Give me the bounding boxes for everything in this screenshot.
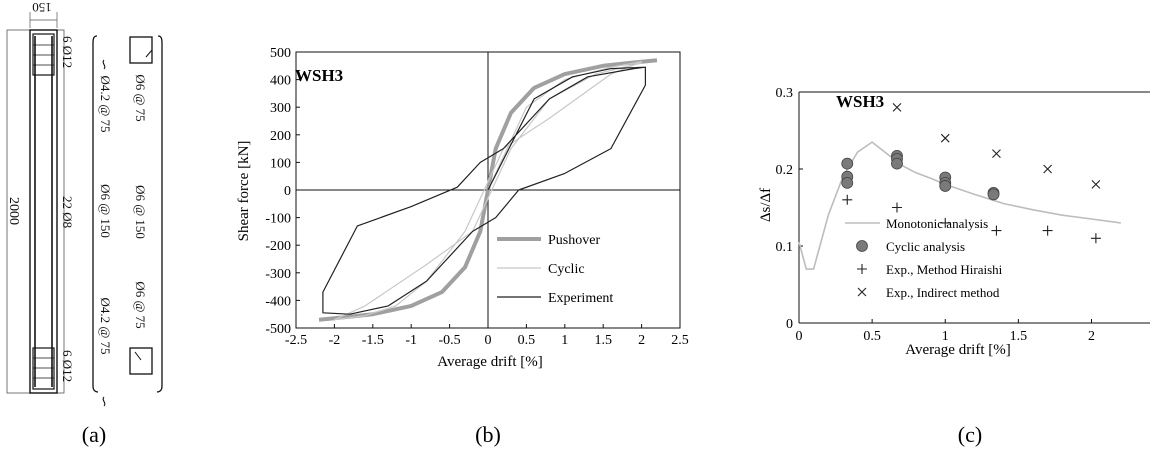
chart-c-point-exp-method-hiraishi bbox=[940, 217, 951, 228]
chart-c-xlabel: Average drift [%] bbox=[905, 342, 1011, 358]
chart-b-series-cyclic bbox=[333, 61, 643, 321]
chart-b-xtick-label: 2.5 bbox=[671, 333, 689, 348]
chart-c-legend-label: Exp., Indirect method bbox=[886, 285, 1000, 300]
chart-b-ytick-label: -400 bbox=[265, 294, 291, 309]
stirrup-left-outline bbox=[92, 35, 99, 393]
chart-c-legend-label: Monotonic analysis bbox=[886, 216, 988, 231]
chart-c-xtick-label: 2 bbox=[1088, 329, 1095, 344]
chart-c-title: WSH3 bbox=[836, 92, 884, 111]
tie-bottom-label: Ø4.2 @ 75 bbox=[98, 297, 113, 354]
stirrup-right-outline bbox=[156, 35, 163, 393]
chart-b-xtick-label: 2 bbox=[638, 333, 645, 348]
chart-c-point-cyclic-analysis bbox=[891, 157, 903, 170]
chart-b-xtick-label: -1 bbox=[405, 333, 417, 348]
chart-b-ytick-label: 200 bbox=[270, 129, 291, 144]
chart-c-point-exp-indirect-method bbox=[1043, 164, 1053, 174]
chart-b-ytick-label: -300 bbox=[265, 267, 291, 282]
chart-c-point-exp-method-hiraishi bbox=[1090, 233, 1101, 244]
chart-c-ytick-label: 0 bbox=[786, 317, 793, 332]
bottom-boundary-element bbox=[32, 347, 55, 390]
chart-b-ytick-label: 300 bbox=[270, 101, 291, 116]
chart-b-xtick-label: -2 bbox=[329, 333, 341, 348]
chart-b-legend-label: Pushover bbox=[548, 233, 600, 248]
chart-c-point-exp-method-hiraishi bbox=[991, 225, 1002, 236]
chart-c-point-cyclic-analysis bbox=[939, 180, 952, 192]
chart-c-xtick-label: 0 bbox=[796, 329, 803, 344]
panel-a-drawing: 150 2000 6 Ø12 22 Ø8 6 Ø12 Ø4.2 @ 75 Ø6 … bbox=[6, 0, 163, 447]
chart-c-point-cyclic-analysis bbox=[987, 188, 1000, 201]
chart-b-ytick-label: -500 bbox=[265, 322, 291, 337]
chart-b-xlabel: Average drift [%] bbox=[437, 354, 543, 370]
chart-b-series-experiment bbox=[322, 66, 646, 315]
stirrup-bottom-label: Ø6 @ 75 bbox=[133, 281, 148, 328]
chart-c-legend-swatch bbox=[856, 240, 868, 252]
chart-b-xtick-label: 0 bbox=[485, 333, 492, 348]
chart-b-ytick-label: -200 bbox=[265, 239, 291, 254]
chart-c-legend-label: Exp., Method Hiraishi bbox=[886, 262, 1003, 277]
chart-c-legend-swatch bbox=[857, 287, 867, 297]
chart-c-point-exp-indirect-method bbox=[1091, 180, 1101, 189]
top-boundary-element bbox=[32, 33, 55, 76]
bottom-bars-label: 6 Ø12 bbox=[60, 350, 75, 382]
chart-c-xtick-label: 1 bbox=[942, 329, 949, 344]
chart-b-ytick-label: 0 bbox=[284, 184, 291, 199]
tie-top-label: Ø4.2 @ 75 bbox=[98, 75, 113, 132]
caption-c: (c) bbox=[958, 422, 982, 447]
chart-b-xtick-label: 0.5 bbox=[518, 333, 536, 348]
stirrup-bottom-box bbox=[129, 347, 153, 375]
chart-b-xtick-label: -2.5 bbox=[285, 333, 307, 348]
chart-b-ytick-label: 400 bbox=[270, 74, 291, 89]
chart-c-xtick-label: 1.5 bbox=[1010, 329, 1028, 344]
chart-b-xtick-label: 1 bbox=[561, 333, 568, 348]
middle-bars-label: 22 Ø8 bbox=[60, 196, 75, 228]
chart-c-ytick-label: 0.2 bbox=[776, 163, 794, 178]
hook-top-icon bbox=[102, 59, 106, 70]
hook-bottom-icon bbox=[102, 396, 106, 407]
chart-b-legend-label: Cyclic bbox=[548, 262, 585, 277]
chart-c-legend: Monotonic analysis Cyclic analysis Exp., M… bbox=[845, 216, 1003, 300]
top-bars-label: 6 Ø12 bbox=[60, 36, 75, 68]
dim-height-label: 2000 bbox=[6, 197, 21, 225]
dim-width-label: 150 bbox=[32, 0, 52, 15]
chart-c-point-exp-indirect-method bbox=[940, 133, 950, 143]
chart-b-ytick-label: 500 bbox=[270, 46, 291, 61]
chart-b-legend-label: Experiment bbox=[548, 291, 613, 306]
stirrup-top-box bbox=[129, 36, 153, 64]
chart-c-point-exp-indirect-method bbox=[892, 103, 902, 112]
chart-c-point-exp-method-hiraishi bbox=[1042, 225, 1053, 236]
tie-middle-label: Ø6 @ 150 bbox=[98, 184, 113, 238]
chart-c-ytick-label: 0.3 bbox=[776, 86, 794, 101]
panel-b-chart: (b) WSH3 Average drift [%] Shear force [… bbox=[236, 46, 689, 447]
chart-c-xtick-label: 0.5 bbox=[863, 329, 881, 344]
chart-b-xtick-label: -0.5 bbox=[439, 333, 461, 348]
chart-c-ylabel: Δs/Δf bbox=[758, 188, 774, 222]
wall-outline bbox=[29, 29, 58, 394]
chart-c-series-monotonic-analysis bbox=[798, 141, 1121, 270]
chart-c-legend-label: Cyclic analysis bbox=[886, 239, 965, 254]
chart-c-ytick-label: 0.1 bbox=[776, 240, 794, 255]
chart-c-point-cyclic-analysis bbox=[841, 157, 854, 170]
stirrup-middle-label: Ø6 @ 150 bbox=[133, 185, 148, 239]
chart-b-ylabel: Shear force [kN] bbox=[236, 141, 252, 242]
chart-c-legend-swatch bbox=[857, 264, 867, 274]
caption-a: (a) bbox=[82, 422, 106, 447]
chart-b-title: WSH3 bbox=[295, 66, 343, 85]
chart-c-point-exp-method-hiraishi bbox=[891, 202, 902, 213]
chart-c-point-exp-indirect-method bbox=[992, 149, 1001, 158]
chart-b-xtick-label: 1.5 bbox=[594, 333, 612, 348]
chart-b-xtick-label: -1.5 bbox=[362, 333, 384, 348]
stirrup-top-label: Ø6 @ 75 bbox=[133, 74, 148, 121]
chart-c-point-exp-method-hiraishi bbox=[842, 194, 853, 205]
caption-b: (b) bbox=[475, 422, 501, 447]
chart-c-point-cyclic-analysis bbox=[841, 176, 854, 189]
panel-c-chart: (c) WSH3 Average drift [%] Δs/Δf Monoton… bbox=[758, 86, 1150, 447]
chart-b-ytick-label: -100 bbox=[265, 212, 291, 227]
chart-b-ytick-label: 100 bbox=[270, 156, 291, 171]
chart-b-legend: Pushover Cyclic Experiment bbox=[497, 233, 613, 306]
